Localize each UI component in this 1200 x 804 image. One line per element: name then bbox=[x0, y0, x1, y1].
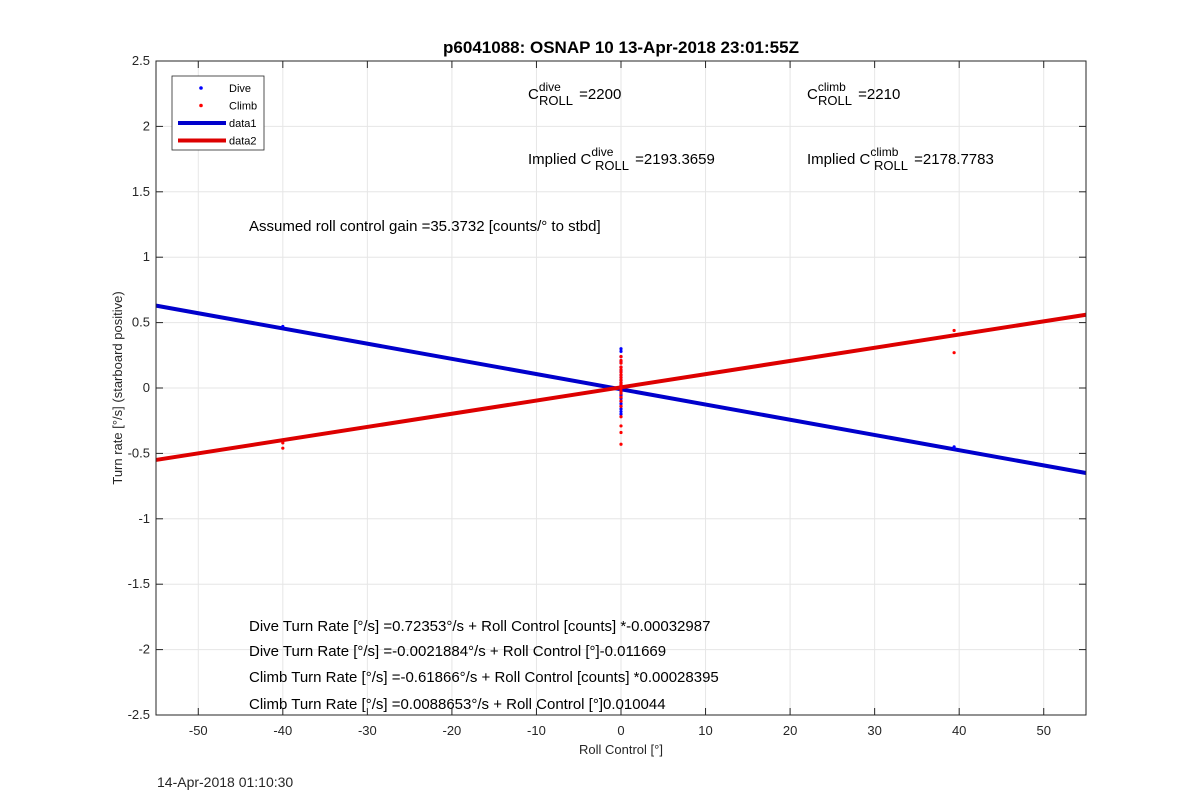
legend-label-dive: Dive bbox=[229, 83, 251, 95]
legend-marker-dive bbox=[199, 86, 203, 90]
x-tick-label: 10 bbox=[698, 723, 712, 738]
chart-title: p6041088: OSNAP 10 13-Apr-2018 23:01:55Z bbox=[443, 38, 799, 57]
y-tick-label: 1.5 bbox=[132, 184, 150, 199]
c-roll-dive-annotation: Cdive ROLL =2200 bbox=[528, 80, 621, 108]
climb-point bbox=[619, 361, 623, 365]
climb-point bbox=[619, 430, 623, 435]
implied-dive-sup: dive bbox=[591, 145, 613, 159]
fit-line-2: Dive Turn Rate [°/s] =-0.0021884°/s + Ro… bbox=[249, 643, 666, 660]
y-tick-label: -0.5 bbox=[128, 445, 150, 460]
implied-dive-sub: ROLL bbox=[595, 158, 629, 173]
y-tick-label: -2.5 bbox=[128, 707, 150, 722]
legend-label-data2: data2 bbox=[229, 136, 257, 148]
implied-dive-prefix: Implied C bbox=[528, 151, 592, 168]
c-roll-dive-value: =2200 bbox=[575, 86, 621, 103]
dive-point bbox=[619, 409, 623, 414]
climb-point bbox=[619, 399, 623, 403]
climb-point bbox=[281, 441, 285, 445]
climb-point bbox=[619, 415, 623, 419]
x-tick-label: -50 bbox=[189, 723, 208, 738]
climb-point bbox=[619, 365, 623, 369]
x-tick-label: 50 bbox=[1036, 723, 1050, 738]
implied-dive-annotation: Implied Cdive ROLL =2193.3659 bbox=[528, 145, 715, 173]
c-roll-climb-annotation: Cclimb ROLL =2210 bbox=[807, 80, 900, 108]
fit-line-1: Dive Turn Rate [°/s] =0.72353°/s + Roll … bbox=[249, 618, 710, 635]
x-tick-label: 0 bbox=[617, 723, 624, 738]
x-tick-label: 30 bbox=[867, 723, 881, 738]
climb-point bbox=[619, 386, 623, 390]
x-tick-label: 20 bbox=[783, 723, 797, 738]
legend-box bbox=[171, 75, 265, 151]
gain-annotation: Assumed roll control gain =35.3732 [coun… bbox=[249, 218, 601, 235]
climb-point bbox=[619, 424, 623, 428]
fit-line-4: Climb Turn Rate [°/s] =0.0088653°/s + Ro… bbox=[249, 696, 666, 713]
y-tick-label: 0.5 bbox=[132, 315, 150, 330]
legend-marker-climb bbox=[199, 103, 203, 108]
tick-marks: -50 -40 -30 -20 -10 0 10 20 30 40 50-2.5-2-1.5-1-0… bbox=[128, 53, 1086, 738]
y-tick-label: 2.5 bbox=[132, 53, 150, 68]
climb-point bbox=[619, 373, 623, 377]
c-roll-dive-sup: dive bbox=[539, 80, 561, 94]
climb-point bbox=[619, 355, 623, 359]
legend-label-climb: Climb bbox=[229, 101, 257, 113]
implied-climb-sub: ROLL bbox=[874, 158, 908, 173]
y-tick-label: 2 bbox=[143, 118, 150, 133]
x-tick-label: -10 bbox=[527, 723, 546, 738]
dive-point bbox=[619, 407, 623, 411]
implied-climb-annotation: Implied Cclimb ROLL =2178.7783 bbox=[807, 145, 994, 173]
climb-point bbox=[281, 446, 285, 450]
dive-point bbox=[619, 412, 623, 416]
footer-timestamp: 14-Apr-2018 01:10:30 bbox=[157, 774, 293, 790]
dive-point bbox=[619, 349, 623, 353]
climb-point bbox=[619, 389, 623, 393]
implied-climb-sup: climb bbox=[870, 145, 898, 159]
x-tick-label: -30 bbox=[358, 723, 377, 738]
legend-label-data1: data1 bbox=[229, 118, 257, 130]
c-roll-climb-sub: ROLL bbox=[818, 93, 852, 108]
dive-point bbox=[619, 347, 623, 351]
c-roll-climb-base: C bbox=[807, 86, 818, 103]
implied-climb-value: =2178.7783 bbox=[910, 151, 994, 168]
climb-point bbox=[952, 328, 956, 333]
dive-point bbox=[281, 324, 285, 329]
climb-point bbox=[619, 368, 623, 372]
dive-point bbox=[619, 402, 623, 406]
climb-point bbox=[619, 404, 623, 408]
legend-items: Dive Climb data1 data2 bbox=[178, 83, 257, 148]
fit-line-3: Climb Turn Rate [°/s] =-0.61866°/s + Rol… bbox=[249, 669, 719, 686]
climb-point bbox=[619, 391, 623, 395]
implied-climb-prefix: Implied C bbox=[807, 151, 871, 168]
climb-point bbox=[952, 351, 956, 355]
climb-point bbox=[619, 375, 623, 380]
y-tick-label: -1 bbox=[138, 511, 150, 526]
y-tick-label: 1 bbox=[143, 249, 150, 264]
c-roll-climb-value: =2210 bbox=[854, 86, 900, 103]
implied-dive-value: =2193.3659 bbox=[631, 151, 715, 168]
x-axis-label: Roll Control [°] bbox=[579, 742, 663, 757]
climb-point bbox=[619, 358, 623, 363]
y-tick-label: -1.5 bbox=[128, 576, 150, 591]
y-tick-label: -2 bbox=[138, 642, 150, 657]
c-roll-dive-base: C bbox=[528, 86, 539, 103]
plot-series bbox=[155, 303, 1087, 475]
y-axis-label: Turn rate [°/s] (starboard positive) bbox=[110, 291, 125, 484]
dive-point bbox=[952, 446, 956, 450]
x-tick-label: 40 bbox=[952, 723, 966, 738]
legend: Dive Climb data1 data2 bbox=[171, 75, 265, 151]
y-tick-label: 0 bbox=[143, 380, 150, 395]
c-roll-climb-sup: climb bbox=[818, 80, 846, 94]
x-tick-label: -40 bbox=[273, 723, 292, 738]
climb-point bbox=[619, 442, 623, 446]
climb-point bbox=[619, 395, 623, 399]
c-roll-dive-sub: ROLL bbox=[539, 93, 573, 108]
x-tick-label: -20 bbox=[443, 723, 462, 738]
climb-point bbox=[619, 370, 623, 374]
climb-point bbox=[619, 378, 623, 382]
